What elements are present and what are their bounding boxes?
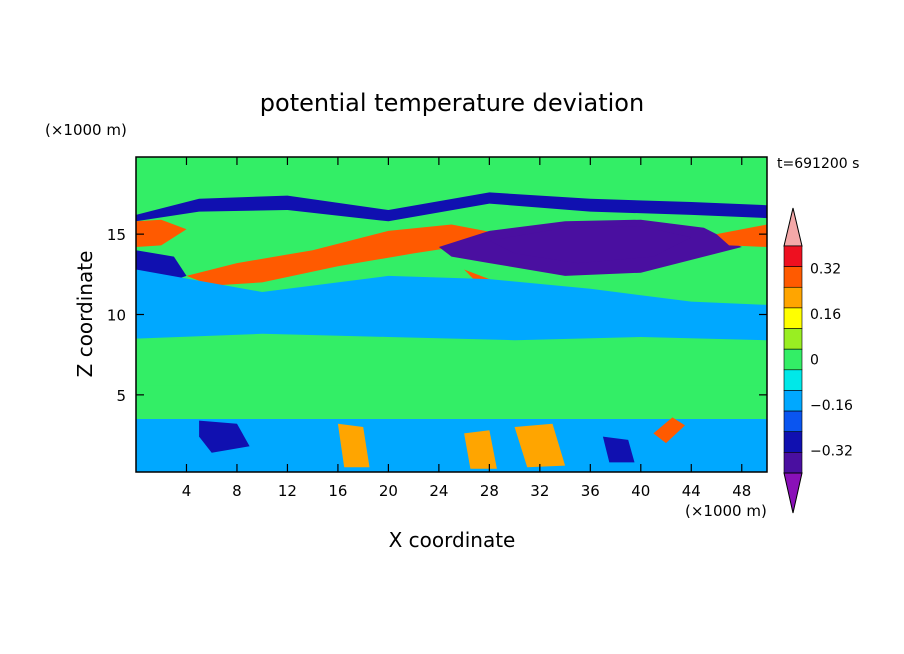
contour-region: [464, 430, 497, 469]
contour-region: [136, 219, 187, 247]
chart-title: potential temperature deviation: [260, 89, 644, 117]
x-tick-label: 40: [631, 482, 650, 500]
y-axis: 5 10 15: [107, 226, 767, 405]
contour-region: [489, 226, 692, 264]
colorbar-tick-label: −0.16: [810, 398, 853, 414]
x-axis-label: X coordinate: [389, 528, 516, 552]
colorbar-box: [783, 410, 803, 433]
contour-region: [136, 269, 767, 341]
colorbar: 0.32 0.16 0 −0.16 −0.32: [783, 207, 853, 514]
x-axis: 4 8 12 16 20 24 28 32 36 40 44 48: [182, 157, 751, 500]
x-tick-label: 36: [581, 482, 600, 500]
x-tick-label: 44: [682, 482, 701, 500]
colorbar-box: [783, 286, 803, 309]
contour-region: [337, 423, 370, 468]
x-tick-label: 48: [732, 482, 751, 500]
x-tick-label: 16: [328, 482, 347, 500]
contour-region: [199, 420, 250, 453]
contour-region: [716, 224, 767, 247]
y-tick-label: 10: [107, 307, 126, 325]
colorbar-tick-label: 0.16: [810, 307, 841, 323]
x-tick-label: 28: [480, 482, 499, 500]
contour-region: [186, 224, 502, 286]
time-label: t=691200 s: [777, 156, 859, 172]
contour-region: [602, 436, 635, 463]
colorbar-box: [783, 431, 803, 453]
colorbar-box: [783, 369, 803, 391]
colorbar-max-arrow: [783, 207, 803, 247]
x-tick-label: 12: [278, 482, 297, 500]
colorbar-box: [783, 266, 803, 288]
x-tick-label: 20: [379, 482, 398, 500]
contour-fields: [136, 192, 767, 472]
colorbar-box: [783, 328, 803, 350]
x-unit-label: (×1000 m): [685, 502, 767, 520]
contour-region: [653, 417, 685, 444]
plot-area: [135, 156, 768, 473]
x-tick-label: 24: [429, 482, 448, 500]
colorbar-box: [783, 348, 803, 371]
colorbar-box: [783, 245, 803, 267]
y-unit-label: (×1000 m): [45, 121, 127, 139]
y-tick-label: 15: [107, 226, 126, 244]
x-tick-label: 4: [182, 482, 192, 500]
colorbar-tick-label: −0.32: [810, 443, 853, 459]
colorbar-box: [783, 307, 803, 329]
x-tick-label: 8: [232, 482, 242, 500]
y-tick-label: 5: [116, 387, 126, 405]
colorbar-box: [783, 452, 803, 474]
colorbar-tick-label: 0.32: [810, 262, 841, 278]
contour-region: [514, 423, 566, 468]
contour-region: [136, 192, 767, 222]
colorbar-box: [783, 390, 803, 412]
colorbar-tick-label: 0: [810, 353, 819, 369]
y-axis-label: Z coordinate: [73, 251, 97, 378]
x-tick-label: 32: [530, 482, 549, 500]
colorbar-min-arrow: [783, 472, 803, 514]
contour-region: [136, 338, 767, 386]
